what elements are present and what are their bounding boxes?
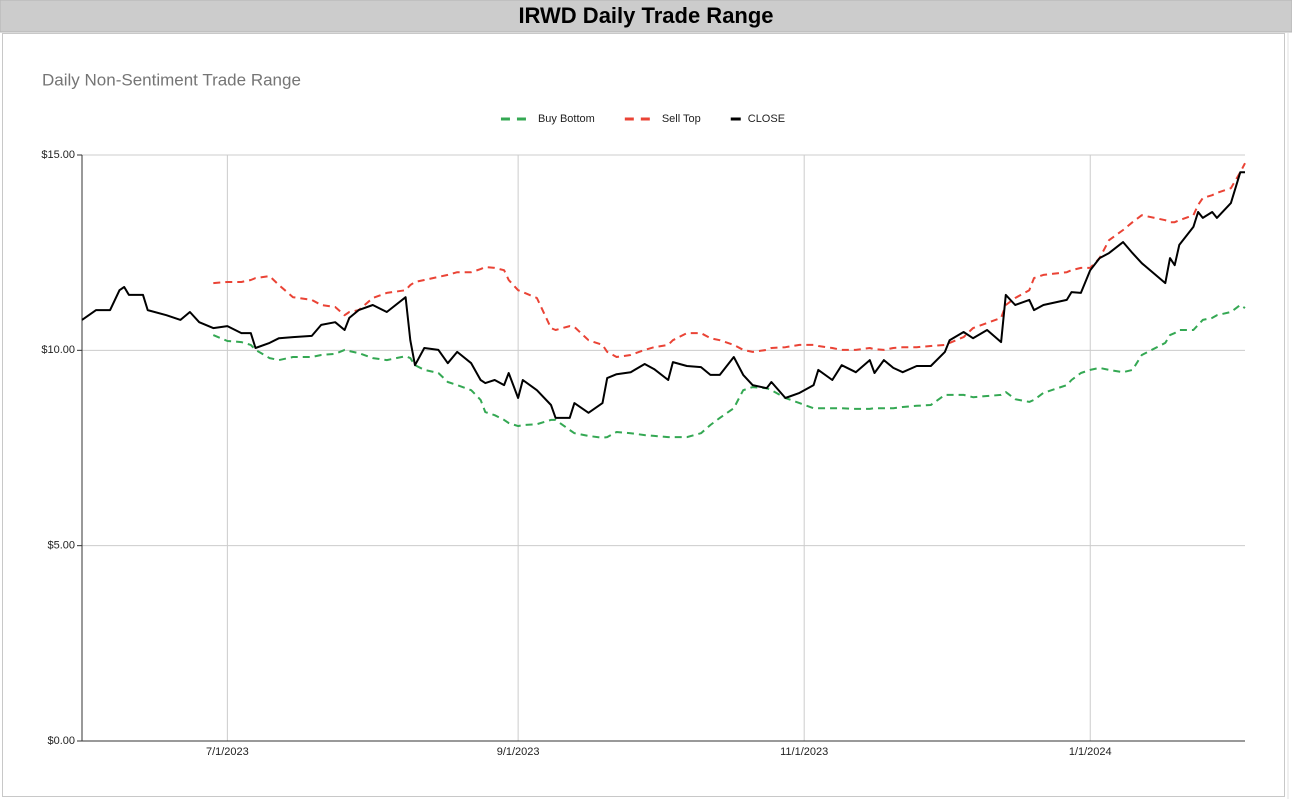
x-tick-label: 9/1/2023 [497, 746, 540, 758]
series-line [81, 171, 1245, 419]
x-tick-label: 1/1/2024 [1069, 746, 1112, 758]
chart-title: IRWD Daily Trade Range [518, 3, 773, 28]
y-tick-label: $5.00 [47, 540, 75, 552]
banner [0, 0, 1292, 33]
x-tick-label: 7/1/2023 [206, 746, 249, 758]
legend-label: Buy Bottom [538, 113, 595, 125]
series-line [212, 304, 1246, 439]
legend-label: CLOSE [748, 113, 785, 125]
chart-panel [2, 33, 1285, 797]
series-line [213, 162, 1246, 358]
chart-subtitle: Daily Non-Sentiment Trade Range [42, 70, 301, 89]
y-tick-label: $0.00 [47, 735, 75, 747]
legend-label: Sell Top [662, 113, 701, 125]
y-tick-label: $10.00 [41, 344, 75, 356]
x-tick-label: 11/1/2023 [780, 746, 828, 758]
y-tick-label: $15.00 [41, 149, 75, 161]
